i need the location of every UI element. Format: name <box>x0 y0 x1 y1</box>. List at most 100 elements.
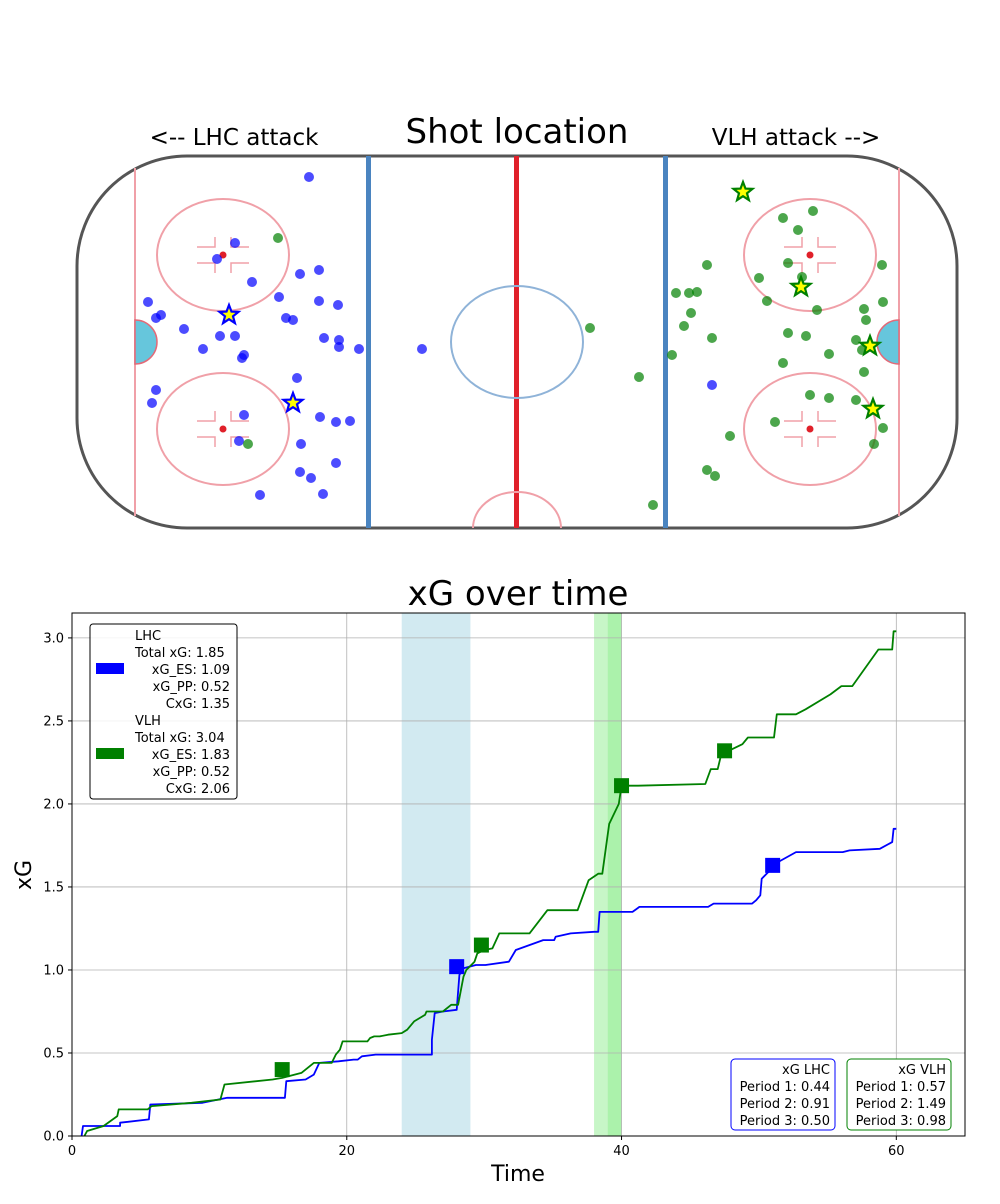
vlh-shot-dot <box>805 390 815 400</box>
y-tick-label: 2.5 <box>43 714 64 729</box>
lhc-shot-dot <box>274 292 284 302</box>
vlh-shot-dot <box>861 315 871 325</box>
pp-band-vlh <box>607 613 622 1136</box>
vlh-goal-star <box>730 178 756 203</box>
vlh-shot-dot <box>851 395 861 405</box>
vlh-shot-dot <box>671 288 681 298</box>
rink-right-label: VLH attack --> <box>712 125 881 151</box>
lhc-shot-dot <box>333 300 343 310</box>
lhc-shot-dot <box>198 344 208 354</box>
vlh-shot-dot <box>243 439 253 449</box>
lhc-shot-dot <box>237 353 247 363</box>
x-tick-label: 40 <box>613 1144 630 1159</box>
pp-bands <box>401 613 622 1136</box>
lhc-shot-dot <box>306 473 316 483</box>
lhc-goal-marker <box>765 857 781 873</box>
lhc-legend-swatch <box>96 663 124 674</box>
lhc-period-box <box>730 1058 836 1131</box>
faceoff-circle-bottom-right <box>743 372 877 486</box>
y-tick-label: 2.0 <box>43 797 64 812</box>
lhc-shot-dot <box>212 254 222 264</box>
vlh-shot-dot <box>824 349 834 359</box>
period-box-text: Period 2: 0.91 <box>740 1097 830 1112</box>
vlh-shot-dot <box>783 328 793 338</box>
x-tick-label: 60 <box>888 1144 905 1159</box>
vlh-shot-dot <box>808 206 818 216</box>
pp-band-lhc <box>401 613 471 1136</box>
lhc-shot-dot <box>334 342 344 352</box>
vlh-shot-dot <box>754 273 764 283</box>
vlh-shot-dot <box>878 297 888 307</box>
vlh-shot-dot <box>877 260 887 270</box>
vlh-goal-marker <box>614 778 630 794</box>
lhc-shot-dot <box>151 385 161 395</box>
rink-panel: Shot location <-- LHC attack VLH attack … <box>75 112 959 530</box>
xg-panel: xG over time 0 20 40 60 0.0 0.5 1.0 1.5 2.0 2.5 3.… <box>12 574 966 1187</box>
vlh-shot-dot <box>684 288 694 298</box>
goal-markers <box>274 743 781 1078</box>
axis-ticks: 0 20 40 60 0.0 0.5 1.0 1.5 2.0 2.5 3.0 <box>43 631 904 1159</box>
vlh-shot-dot <box>778 213 788 223</box>
lhc-shot-dot <box>314 265 324 275</box>
lhc-xg-line <box>80 827 897 1137</box>
period-box-text: Period 1: 0.57 <box>856 1080 946 1095</box>
period-boxes: xG LHC Period 1: 0.44 Period 2: 0.91 Period… <box>730 1058 952 1131</box>
lhc-shot-dot <box>314 296 324 306</box>
legend-text: xG_ES: 1.09 <box>152 663 230 678</box>
lhc-shot-dot <box>331 458 341 468</box>
vlh-shot-dot <box>801 331 811 341</box>
lhc-shot-dot <box>234 436 244 446</box>
lhc-shot-dot <box>143 297 153 307</box>
legend-text: VLH <box>135 714 161 729</box>
legend-text: LHC <box>135 629 161 644</box>
lhc-goal-marker <box>449 959 465 975</box>
goal-crease-left <box>134 319 158 365</box>
lhc-shot-dot <box>292 373 302 383</box>
legend-text: Total xG: 1.85 <box>134 646 225 661</box>
legend-text: Total xG: 3.04 <box>134 731 225 746</box>
period-box-text: Period 3: 0.50 <box>740 1114 830 1129</box>
vlh-shot-dot <box>869 439 879 449</box>
xg-chart-title: xG over time <box>408 574 629 614</box>
lhc-shot-dot <box>179 324 189 334</box>
vlh-shot-dot <box>783 258 793 268</box>
y-tick-label: 0.0 <box>43 1130 64 1145</box>
lhc-shot-dot <box>318 489 328 499</box>
vlh-goal-star <box>788 273 814 298</box>
lhc-shot-dot <box>151 313 161 323</box>
faceoff-circle-top-right <box>743 198 877 312</box>
legend-text: CxG: 2.06 <box>166 782 230 797</box>
lhc-shot-dot <box>295 467 305 477</box>
period-box-text: xG LHC <box>782 1063 830 1078</box>
lhc-shot-dot <box>354 344 364 354</box>
center-red-line <box>514 156 519 528</box>
blue-line-right <box>663 156 668 528</box>
lhc-shot-dot <box>304 172 314 182</box>
vlh-goal-marker <box>717 743 733 759</box>
vlh-goal-star <box>860 395 886 420</box>
vlh-goal-marker <box>274 1062 290 1078</box>
blue-line-left <box>366 156 371 528</box>
vlh-shot-dot <box>812 305 822 315</box>
rink-left-label: <-- LHC attack <box>150 125 320 151</box>
legend: LHC Total xG: 1.85 xG_ES: 1.09 xG_PP: 0.52 C… <box>89 623 238 800</box>
vlh-shot-dot <box>667 350 677 360</box>
y-tick-label: 1.0 <box>43 963 64 978</box>
lhc-shot-dot <box>295 269 305 279</box>
referee-crease <box>472 491 562 529</box>
lhc-shot-dot <box>255 490 265 500</box>
vlh-shot-dot <box>793 225 803 235</box>
grid-lines <box>71 613 965 1137</box>
vlh-legend-swatch <box>96 748 124 759</box>
vlh-goal-marker <box>473 937 489 953</box>
rink-shot-marks <box>143 172 888 510</box>
vlh-shot-dot <box>859 304 869 314</box>
vlh-goal-star <box>857 332 883 357</box>
vlh-shot-dot <box>859 367 869 377</box>
period-box-text: Period 1: 0.44 <box>740 1080 830 1095</box>
period-box-text: Period 3: 0.98 <box>856 1114 946 1129</box>
lhc-shot-dot <box>319 333 329 343</box>
vlh-period-box <box>846 1058 952 1131</box>
